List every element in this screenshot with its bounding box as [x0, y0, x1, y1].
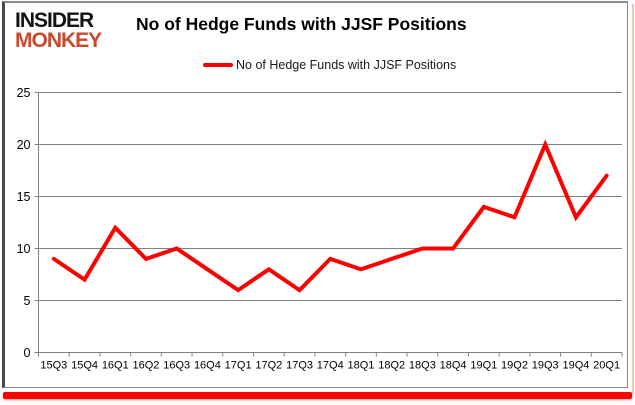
x-tick-label-18Q4: 18Q4 — [440, 360, 467, 372]
x-tick-label-15Q3: 15Q3 — [40, 360, 67, 372]
bottom-red-bar — [3, 392, 632, 399]
x-tick-label-18Q1: 18Q1 — [347, 360, 374, 372]
legend-label: No of Hedge Funds with JJSF Positions — [236, 58, 457, 72]
y-tick-label-5: 5 — [24, 294, 31, 308]
y-tick-label-15: 15 — [17, 190, 31, 204]
logo-text-insider: INSIDER — [15, 9, 94, 32]
x-tick-label-20Q1: 20Q1 — [593, 360, 620, 372]
x-tick-label-18Q3: 18Q3 — [409, 360, 436, 372]
x-tick-label-19Q4: 19Q4 — [562, 360, 589, 372]
y-tick-label-20: 20 — [17, 138, 31, 152]
x-tick-label-16Q1: 16Q1 — [102, 360, 129, 372]
x-tick-label-17Q4: 17Q4 — [317, 360, 344, 372]
x-tick-label-16Q4: 16Q4 — [194, 360, 221, 372]
x-tick-label-17Q1: 17Q1 — [225, 360, 252, 372]
logo-text-monkey: MONKEY — [15, 29, 102, 52]
y-tick-label-10: 10 — [17, 242, 31, 256]
x-tick-label-17Q2: 17Q2 — [255, 360, 282, 372]
x-tick-label-16Q3: 16Q3 — [163, 360, 190, 372]
x-tick-label-19Q3: 19Q3 — [532, 360, 559, 372]
chart-title: No of Hedge Funds with JJSF Positions — [136, 14, 467, 34]
insider-monkey-logo: INSIDER MONKEY — [15, 9, 102, 52]
chart-legend: No of Hedge Funds with JJSF Positions — [203, 58, 456, 72]
x-tick-label-15Q4: 15Q4 — [71, 360, 98, 372]
right-edge-accent — [632, 4, 634, 395]
x-tick-label-19Q2: 19Q2 — [501, 360, 528, 372]
x-tick-label-18Q2: 18Q2 — [378, 360, 405, 372]
y-tick-label-0: 0 — [24, 346, 31, 360]
y-tick-label-25: 25 — [17, 86, 31, 100]
series-line — [51, 139, 609, 293]
x-tick-label-16Q2: 16Q2 — [133, 360, 160, 372]
x-tick-label-19Q1: 19Q1 — [470, 360, 497, 372]
legend-line-marker — [203, 63, 233, 67]
x-tick-label-17Q3: 17Q3 — [286, 360, 313, 372]
